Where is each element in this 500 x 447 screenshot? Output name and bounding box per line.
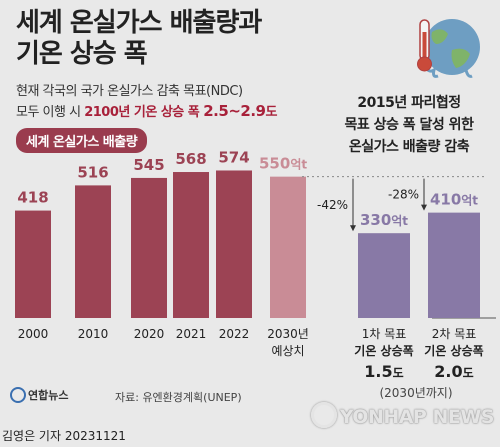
bar-2 xyxy=(131,177,167,318)
bar-value-label-5: 550억t xyxy=(259,155,307,173)
reduction-label-0: -42% xyxy=(317,198,348,212)
bar-value-unit: 억t xyxy=(290,158,307,172)
bar-value-label-4: 574 xyxy=(218,148,249,166)
bar-value-label-1: 516 xyxy=(77,163,108,181)
emissions-badge: 세계 온실가스 배출량 xyxy=(16,128,148,153)
x-tick-label-5: 2030년 xyxy=(267,327,309,341)
target-category-line1-0: 1차 목표 xyxy=(362,327,407,341)
subtitle-line-2: 모두 이행 시 2100년 기온 상승 폭 2.5~2.9도 xyxy=(16,101,277,120)
agency-logo-text: 연합뉴스 xyxy=(28,389,69,402)
reduction-arrow-head-1 xyxy=(421,204,427,211)
x-tick-label-4: 2022 xyxy=(219,327,250,341)
target-category-unit-0: 도 xyxy=(393,366,404,380)
target-category-value-0: 1.5도 xyxy=(364,362,403,381)
subtitle-line-1: 현재 각국의 국가 온실가스 감축 목표(NDC) xyxy=(16,84,243,99)
target-value-unit-1: 억t xyxy=(461,194,478,208)
target-panel-title: 2015년 파리협정 목표 상승 폭 달성 위한 온실가스 배출량 감축 xyxy=(318,92,500,158)
target-category-value-1: 2.0도 xyxy=(434,362,473,381)
x-tick-label-1: 2010 xyxy=(78,327,109,341)
target-category-line2-1: 기온 상승폭 xyxy=(424,343,483,358)
target-title-line-1: 2015년 파리협정 xyxy=(357,95,461,111)
bar-value-label-2: 545 xyxy=(133,156,164,174)
subtitle-highlight: 2100년 기온 상승 폭 xyxy=(84,105,204,120)
bar-0 xyxy=(15,210,51,318)
title-line-1: 세계 온실가스 배출량과 xyxy=(16,8,262,38)
watermark-text: YONHAP NEWS xyxy=(339,406,495,428)
bar-3 xyxy=(173,172,209,318)
source-note: 자료: 유엔환경계획(UNEP) xyxy=(115,391,242,404)
bar-1 xyxy=(75,185,111,318)
bar-value-label-3: 568 xyxy=(175,150,206,168)
target-category-line2-0: 기온 상승폭 xyxy=(354,343,413,358)
x-tick-label-5-line2: 예상치 xyxy=(271,344,304,358)
bar-value-label-0: 418 xyxy=(17,189,48,207)
byline: 김영은 기자 20231121 xyxy=(2,429,126,443)
bar-5 xyxy=(270,176,306,318)
watermark-logo-icon xyxy=(310,402,337,428)
x-tick-label-2: 2020 xyxy=(134,327,165,341)
thermometer-melting-earth-icon xyxy=(417,19,480,78)
reduction-label-1: -28% xyxy=(388,188,419,202)
target-category-unit-1: 도 xyxy=(463,366,474,380)
reduction-arrow-head-0 xyxy=(350,225,356,232)
target-bar-0 xyxy=(358,233,410,318)
target-footnote: (2030년까지) xyxy=(379,386,452,400)
target-bar-1 xyxy=(428,212,480,318)
subtitle-unit: 도 xyxy=(265,105,277,120)
page-title: 세계 온실가스 배출량과 기온 상승 폭 xyxy=(16,8,262,70)
target-title-line-2: 목표 상승 폭 달성 위한 xyxy=(344,117,474,133)
bar-4 xyxy=(216,170,252,318)
target-value-label-1: 410억t xyxy=(430,191,478,209)
watermark: YONHAP NEWS xyxy=(310,402,495,428)
target-value-label-0: 330억t xyxy=(360,211,408,229)
subtitle-range: 2.5~2.9 xyxy=(203,102,266,120)
x-tick-label-0: 2000 xyxy=(18,327,49,341)
subtitle-prefix: 모두 이행 시 xyxy=(16,105,85,120)
title-line-2: 기온 상승 폭 xyxy=(16,39,148,69)
agency-logo: 연합뉴스 xyxy=(10,387,68,403)
target-category-line1-1: 2차 목표 xyxy=(432,327,477,341)
agency-logo-icon xyxy=(10,387,26,403)
x-tick-label-3: 2021 xyxy=(176,327,207,341)
target-title-line-3: 온실가스 배출량 감축 xyxy=(348,139,470,155)
target-value-unit-0: 억t xyxy=(391,214,408,228)
